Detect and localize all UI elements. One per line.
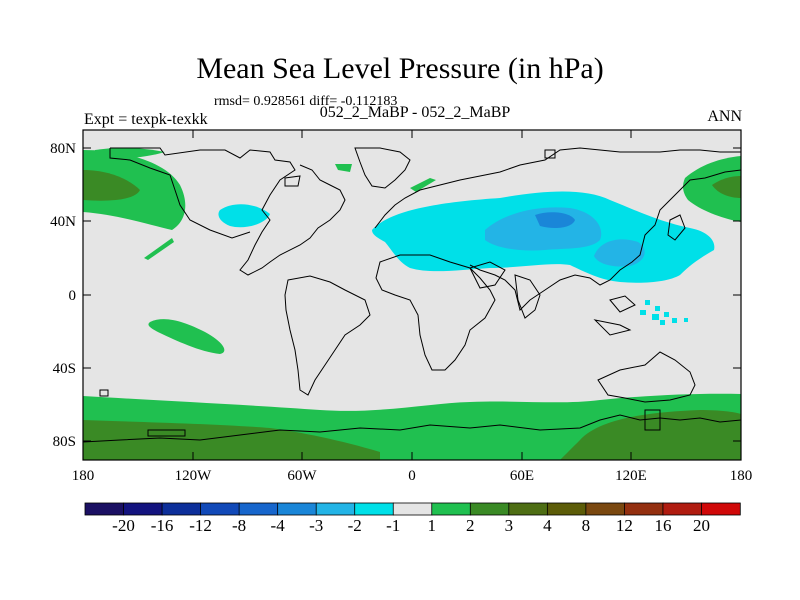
colorbar-label: -3 xyxy=(309,516,324,535)
colorbar-label: -16 xyxy=(150,516,174,535)
colorbar-swatch xyxy=(238,502,279,516)
x-tick-label: 180 xyxy=(730,468,753,484)
y-tick-label: 40N xyxy=(50,214,76,230)
greenland-positive xyxy=(410,178,436,192)
colorbar-label: 16 xyxy=(654,516,672,535)
stats-text: rmsd= 0.928561 diff= -0.112183 xyxy=(214,94,398,109)
colorbar-label: 1 xyxy=(427,516,437,535)
experiment-label: Expt = texpk-texkk xyxy=(84,111,208,128)
colorbar-swatch xyxy=(200,502,240,516)
asia-negative-moderate xyxy=(594,239,645,267)
x-tick-label: 180 xyxy=(72,468,95,484)
colorbar-label: 12 xyxy=(615,516,633,535)
eurasia-negative-core xyxy=(535,212,575,228)
colorbar-swatch xyxy=(662,502,703,516)
x-tick-label: 60W xyxy=(287,468,317,484)
colorbar-swatch xyxy=(315,502,356,516)
colorbar-swatch xyxy=(123,502,163,516)
southern-strong-band-east xyxy=(560,410,741,460)
colorbar-label: -20 xyxy=(112,516,135,535)
tick-marks xyxy=(82,130,742,460)
x-tick-label: 120W xyxy=(175,468,213,484)
colorbar-label: -12 xyxy=(189,516,212,535)
continent-outlines xyxy=(82,147,742,443)
y-tick-label: 0 xyxy=(69,288,77,304)
colorbar-label: -4 xyxy=(270,516,285,535)
season-label: ANN xyxy=(707,108,742,125)
colorbar xyxy=(84,502,741,516)
x-tick-label: 120E xyxy=(615,468,647,484)
y-tick-label: 80N xyxy=(50,141,76,157)
colorbar-swatch xyxy=(508,502,549,516)
x-tick-label: 60E xyxy=(510,468,534,484)
colorbar-label: 8 xyxy=(581,516,591,535)
atlantic-negative xyxy=(218,204,270,228)
tropical-negative-dots xyxy=(640,300,688,325)
chart-title: Mean Sea Level Pressure (in hPa) xyxy=(196,52,604,85)
south-pacific-positive xyxy=(148,319,225,354)
colorbar-swatch xyxy=(84,502,125,516)
northeast-strong xyxy=(712,176,741,198)
colorbar-swatch xyxy=(277,502,317,516)
colorbar-label: 4 xyxy=(543,516,552,535)
northeast-positive xyxy=(683,156,741,222)
colorbar-swatch xyxy=(546,502,587,516)
colorbar-swatch xyxy=(161,502,202,516)
colorbar-label: 20 xyxy=(692,516,710,535)
colorbar-swatch xyxy=(469,502,510,516)
colorbar-label: -2 xyxy=(347,516,362,535)
y-tick-label: 80S xyxy=(53,434,76,450)
colorbar-swatch xyxy=(624,502,664,516)
colorbar-label: -8 xyxy=(232,516,247,535)
colorbar-label: 2 xyxy=(466,516,475,535)
x-tick-label: 0 xyxy=(408,468,416,484)
colorbar-swatch xyxy=(431,502,471,516)
north-pacific-strong xyxy=(83,170,140,201)
colorbar-swatch xyxy=(701,502,741,516)
colorbar-swatch xyxy=(392,502,433,516)
colorbar-label: -1 xyxy=(386,516,401,535)
colorbar-label: 3 xyxy=(504,516,514,535)
arctic-small-positive xyxy=(335,164,352,172)
colorbar-swatch xyxy=(354,502,394,516)
pacific-streak xyxy=(144,238,174,260)
comparison-label: 052_2_MaBP - 052_2_MaBP xyxy=(319,104,511,121)
arctic-positive xyxy=(95,147,165,159)
y-tick-label: 40S xyxy=(53,361,76,377)
colorbar-swatch xyxy=(585,502,626,516)
